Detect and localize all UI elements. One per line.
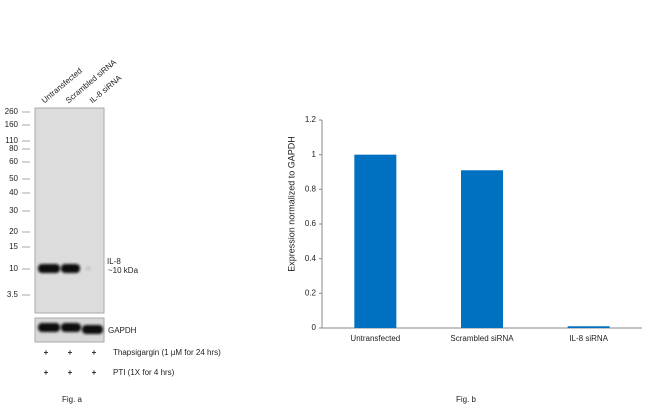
x-tick-label: Untransfected [350, 334, 400, 343]
marker-label: 40 [9, 188, 18, 197]
y-tick-label: 0.6 [305, 219, 317, 228]
target-size: ~10 kDa [108, 266, 139, 275]
marker-label: 20 [9, 227, 18, 236]
caption: Fig. a [62, 395, 83, 404]
marker-label: 260 [5, 107, 19, 116]
y-tick-label: 0.4 [305, 254, 317, 263]
x-tick-label: Scrambled siRNA [450, 334, 514, 343]
treatment-sign: + [92, 368, 97, 377]
band [38, 323, 60, 332]
y-tick-label: 0.2 [305, 288, 317, 297]
caption: Fig. b [456, 395, 477, 404]
y-axis-label: Expression normalized to GAPDH [286, 136, 296, 272]
band [82, 325, 103, 334]
band [38, 264, 60, 273]
marker-label: 80 [9, 144, 18, 153]
blot-panel [34, 107, 105, 314]
y-tick-label: 1.2 [305, 115, 317, 124]
treatment-sign: + [92, 348, 97, 357]
treatment-label: PTI (1X for 4 hrs) [113, 368, 175, 377]
marker-label: 50 [9, 174, 18, 183]
gapdh-label: GAPDH [108, 326, 137, 335]
x-tick-label: IL-8 siRNA [569, 334, 608, 343]
bar [567, 326, 610, 328]
bar [354, 154, 397, 328]
marker-label: 3.5 [7, 290, 19, 299]
y-tick-label: 0.8 [305, 184, 317, 193]
marker-label: 30 [9, 206, 18, 215]
treatment-sign: + [68, 368, 73, 377]
marker-label: 160 [5, 120, 19, 129]
treatment-sign: + [68, 348, 73, 357]
treatment-sign: + [44, 368, 49, 377]
band [61, 323, 81, 332]
bar [461, 170, 503, 328]
lane-label: Untransfected [40, 66, 84, 105]
bands [38, 264, 103, 334]
band [61, 264, 80, 273]
marker-label: 10 [9, 264, 18, 273]
treatment-label: Thapsigargin (1 µM for 24 hrs) [113, 348, 221, 357]
marker-label: 60 [9, 157, 18, 166]
marker-label: 110 [5, 136, 18, 145]
y-tick-label: 1 [312, 150, 317, 159]
target-label: IL-8 [107, 257, 121, 266]
treatment-sign: + [44, 348, 49, 357]
band [86, 267, 90, 270]
y-tick-label: 0 [312, 323, 317, 332]
marker-label: 15 [9, 242, 18, 251]
